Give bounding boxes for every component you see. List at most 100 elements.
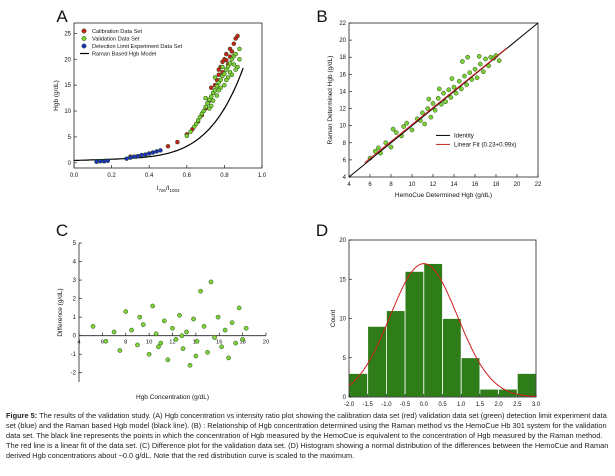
a-point-validation <box>197 115 203 120</box>
c-point <box>161 318 167 324</box>
a-point-validation <box>222 71 227 76</box>
a-x-axis-label-part: 706 <box>158 188 166 193</box>
a-y-tick-label: 10 <box>64 109 71 115</box>
d-x-tick-label: 0.5 <box>438 402 447 408</box>
a-point-detection <box>131 154 137 159</box>
a-point-validation <box>227 61 233 66</box>
a-point-validation <box>203 95 208 101</box>
d-histogram-bar <box>367 325 387 398</box>
b-point <box>476 54 482 59</box>
a-y-tick-label: 20 <box>64 57 71 63</box>
b-point <box>451 84 457 90</box>
a-point-validation <box>208 94 214 99</box>
c-point <box>123 309 129 314</box>
c-point <box>111 329 117 335</box>
a-point-validation <box>184 133 190 139</box>
b-point <box>449 76 455 81</box>
c-point <box>240 337 245 342</box>
a-point-validation <box>237 46 242 52</box>
a-point-validation <box>205 101 210 106</box>
a-point-detection <box>139 152 144 158</box>
a-x-axis-label-part: /I <box>166 185 170 192</box>
panel-letter-d: D <box>316 221 328 240</box>
d-x-tick-label: -1.0 <box>381 402 392 408</box>
b-point <box>465 54 470 60</box>
d-x-tick-label: 1.0 <box>457 402 466 408</box>
b-point <box>496 58 502 63</box>
c-x-tick-label: 10 <box>146 340 152 346</box>
c-x-axis-label: Hgb Concentration (g/dL) <box>136 394 209 401</box>
b-point <box>467 70 473 75</box>
c-x-tick-label: 12 <box>169 340 175 346</box>
a-model-line <box>73 67 244 162</box>
c-y-tick-label: 3 <box>73 278 77 284</box>
b-x-tick-label: 16 <box>472 182 479 188</box>
c-point <box>243 325 249 331</box>
c-point <box>229 320 235 326</box>
d-histogram-bar <box>404 270 425 398</box>
c-x-tick-label: 16 <box>216 340 222 346</box>
a-legend-marker <box>81 36 87 41</box>
a-x-tick-label: 0.2 <box>107 173 116 179</box>
a-point-detection <box>105 158 111 163</box>
b-point <box>409 127 415 133</box>
b-point <box>428 114 434 120</box>
c-x-tick-label: 20 <box>263 340 269 346</box>
c-point <box>129 327 134 333</box>
b-y-tick-label: 12 <box>339 107 346 113</box>
a-point-validation <box>212 88 218 93</box>
figure-caption: Figure 5: The results of the validation … <box>6 411 610 461</box>
c-point <box>222 327 228 333</box>
d-y-tick-label: 0 <box>343 395 347 401</box>
a-y-tick-label: 0 <box>68 161 72 167</box>
d-y-tick-label: 5 <box>343 356 347 362</box>
b-point <box>459 86 464 92</box>
b-x-tick-label: 10 <box>409 182 416 188</box>
b-point <box>441 90 446 96</box>
c-point <box>140 322 146 327</box>
b-point <box>446 87 452 93</box>
d-histogram-bar <box>385 310 406 398</box>
d-histogram-bar <box>516 373 537 398</box>
a-legend-label: Detection Limit Experiment Data Set <box>92 44 183 50</box>
caption-label: Figure 5: <box>6 411 38 420</box>
a-y-tick-label: 5 <box>68 135 72 141</box>
c-point <box>179 333 185 339</box>
b-point <box>390 126 396 132</box>
b-point <box>388 144 394 150</box>
a-point-calibration <box>235 33 240 39</box>
b-point <box>464 82 469 87</box>
a-point-validation <box>222 82 227 88</box>
a-point-detection <box>146 151 152 156</box>
a-point-calibration <box>165 144 171 149</box>
a-legend-label: Calibration Data Set <box>92 29 143 35</box>
b-x-tick-label: 22 <box>535 182 542 188</box>
a-point-validation <box>237 57 242 62</box>
a-y-tick-label: 15 <box>64 83 71 89</box>
b-point <box>422 121 427 127</box>
c-x-tick-label: 4 <box>77 340 81 346</box>
a-point-validation <box>214 83 220 89</box>
a-x-axis-label-part: 1003 <box>169 188 180 193</box>
d-y-axis-label: Count <box>330 310 337 328</box>
b-x-tick-label: 20 <box>514 182 521 188</box>
c-point <box>187 362 193 368</box>
a-point-detection <box>101 159 107 164</box>
c-y-tick-label: 1 <box>73 315 77 321</box>
a-point-validation <box>188 129 193 134</box>
a-x-tick-label: 0.0 <box>70 173 79 179</box>
b-point <box>456 78 462 84</box>
c-point <box>191 316 196 322</box>
a-x-axis-label: I706/I1003 <box>157 185 180 193</box>
c-point <box>233 340 238 346</box>
a-point-validation <box>233 67 238 72</box>
a-point-calibration <box>231 41 237 46</box>
b-point <box>436 86 442 92</box>
d-normal-curve <box>348 263 537 397</box>
a-point-validation <box>220 64 225 70</box>
c-y-tick-label: -2 <box>71 371 77 377</box>
a-point-validation <box>214 93 220 98</box>
b-x-tick-label: 18 <box>493 182 500 188</box>
b-legend-label: Linear Fit (0.23+0.99x) <box>454 142 516 149</box>
a-point-calibration <box>224 58 229 63</box>
